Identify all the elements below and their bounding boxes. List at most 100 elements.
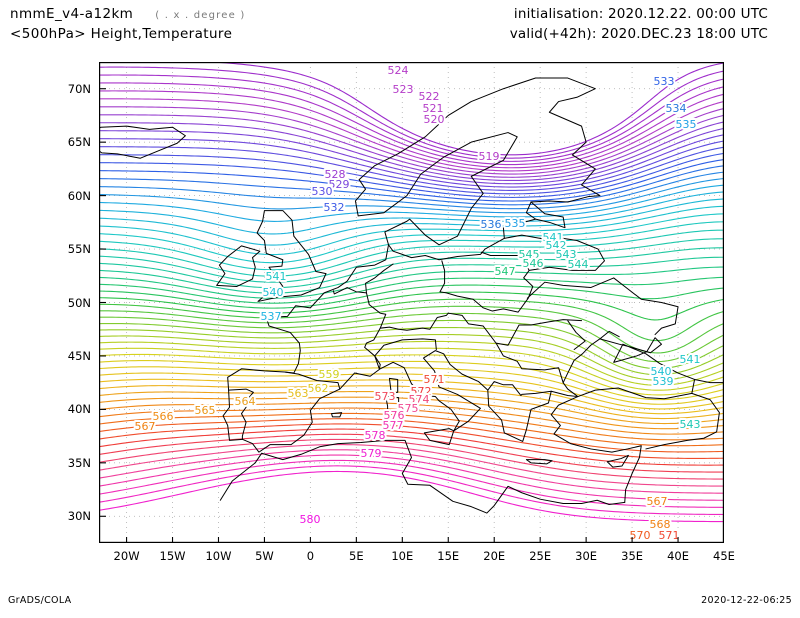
contour-label: 523	[393, 83, 414, 96]
contour-label-halo: 535	[505, 217, 526, 230]
contour-label-halo: 533	[654, 75, 675, 88]
contour-label-halo: 572	[411, 385, 432, 398]
contour-label: 535	[505, 217, 526, 230]
field-title-line: <500hPa> Height,Temperature	[10, 26, 233, 42]
contour-label: 570	[630, 529, 651, 542]
x-axis-tick-label: 40E	[667, 549, 689, 563]
contour-label: 572	[411, 385, 432, 398]
contour-label: 528	[325, 168, 346, 181]
contour-label-halo: 564	[235, 395, 256, 408]
contour-label: 565	[195, 404, 216, 417]
contour-label-halo: 570	[630, 529, 651, 542]
contour-label: 519	[479, 150, 500, 163]
x-axis-tick-label: 20E	[483, 549, 506, 563]
contour-label-halo: 529	[329, 178, 350, 191]
contour-label-halo: 559	[319, 368, 340, 381]
contour-label: 547	[495, 265, 516, 278]
contour-label: 541	[543, 231, 564, 244]
contour-label-halo: 536	[481, 218, 502, 231]
coastlines-and-borders	[99, 77, 724, 514]
contour-label: 542	[546, 239, 567, 252]
contour-label: 524	[388, 64, 409, 77]
contour-label-halo: 574	[409, 393, 430, 406]
contour-label: 534	[666, 102, 687, 115]
contour-label: 529	[329, 178, 350, 191]
contour-label: 522	[419, 90, 440, 103]
contour-label: 546	[523, 257, 544, 270]
contour-label-halo: 578	[365, 429, 386, 442]
contour-label-halo: 542	[546, 239, 567, 252]
model-name: nmmE_v4-a12km	[10, 6, 134, 22]
contour-label-halo: 541	[543, 231, 564, 244]
x-axis-tick-label: 10W	[205, 549, 232, 563]
x-axis-tick-label: 15E	[437, 549, 460, 563]
contour-label-halo: 577	[383, 419, 404, 432]
contour-label-halo: 537	[261, 310, 282, 323]
y-axis-tick-label: 55N	[67, 242, 91, 257]
contour-label: 536	[481, 218, 502, 231]
contour-label-halo: 563	[288, 387, 309, 400]
contour-label: 574	[409, 393, 430, 406]
contour-label-halo: 524	[388, 64, 409, 77]
contour-label: 577	[383, 419, 404, 432]
contour-label: 543	[680, 418, 701, 431]
contour-label-halo: 547	[495, 265, 516, 278]
contour-label: 579	[361, 447, 382, 460]
y-axis-tick-label: 60N	[67, 188, 91, 203]
contour-label-halo: 546	[523, 257, 544, 270]
contour-label: 545	[519, 248, 540, 261]
x-axis-tick-label: 5E	[349, 549, 364, 563]
contour-label-halo: 519	[479, 150, 500, 163]
contour-label: 544	[568, 258, 589, 271]
contour-label: 541	[680, 353, 701, 366]
contour-label: 543	[556, 248, 577, 261]
model-units-note: ( . x . degree )	[155, 10, 246, 21]
x-axis-tick-label: 30E	[575, 549, 598, 563]
height-contours	[99, 62, 724, 523]
contour-label: 580	[300, 513, 321, 526]
contour-label-halo: 543	[680, 418, 701, 431]
contour-label: 537	[261, 310, 282, 323]
model-title-line: nmmE_v4-a12km ( . x . degree )	[10, 6, 245, 22]
render-timestamp: 2020-12-22-06:25	[701, 595, 792, 606]
contour-label-halo: 543	[556, 248, 577, 261]
contour-label-halo: 523	[393, 83, 414, 96]
contour-label-halo: 571	[424, 373, 445, 386]
contour-label: 541	[266, 270, 287, 283]
contour-label-halo: 579	[361, 447, 382, 460]
contour-label-halo: 575	[398, 402, 419, 415]
initialisation-time: initialisation: 2020.12.22. 00:00 UTC	[513, 6, 768, 22]
contour-value-labels: 5195195205205215215225225235235245245285…	[133, 62, 703, 543]
contour-label-halo: 576	[384, 409, 405, 422]
y-axis-tick-label: 65N	[67, 135, 91, 150]
valid-time: valid(+42h): 2020.DEC.23 18:00 UTC	[509, 26, 768, 42]
contour-label: 567	[135, 420, 156, 433]
contour-label-halo: 568	[650, 518, 671, 531]
contour-label: 571	[659, 529, 680, 542]
contour-label: 520	[424, 113, 445, 126]
y-axis-tick-label: 70N	[67, 81, 91, 96]
header-left-block: nmmE_v4-a12km ( . x . degree ) <500hPa> H…	[10, 6, 245, 42]
contour-label: 571	[424, 373, 445, 386]
contour-label: 533	[654, 75, 675, 88]
contour-label-halo: 521	[423, 102, 444, 115]
contour-label-halo: 541	[266, 270, 287, 283]
contour-label: 532	[324, 201, 345, 214]
x-axis-tick-label: 20W	[113, 549, 140, 563]
contour-label: 573	[375, 390, 396, 403]
contour-label: 576	[384, 409, 405, 422]
y-axis-tick-label: 45N	[67, 348, 91, 363]
y-axis-tick-label: 50N	[67, 295, 91, 310]
contour-label-halo: 530	[312, 185, 333, 198]
contour-label-halo: 545	[519, 248, 540, 261]
contour-label: 540	[263, 286, 284, 299]
contour-label-halo: 540	[651, 365, 672, 378]
contour-label-halo: 562	[308, 382, 329, 395]
header-right-block: initialisation: 2020.12.22. 00:00 UTC va…	[510, 6, 768, 42]
contour-label: 540	[651, 365, 672, 378]
x-axis-tick-label: 0	[306, 549, 315, 563]
contour-label-halo: 535	[676, 118, 697, 131]
contour-label-halo: 522	[419, 90, 440, 103]
contour-label-halo: 539	[653, 375, 674, 388]
